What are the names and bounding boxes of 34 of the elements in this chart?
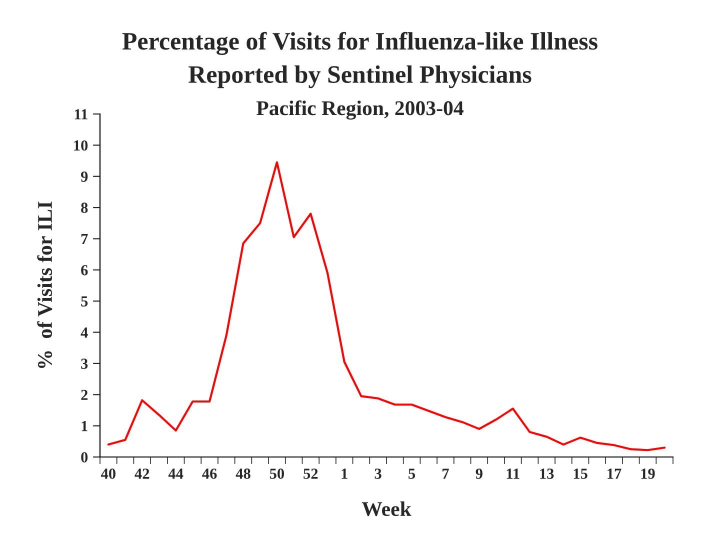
y-tick-label: 4 [80,328,88,338]
y-tick-label: 9 [80,172,88,182]
x-tick-label: 15 [574,468,588,479]
chart-title: Percentage of Visits for Influenza-like Illness Reported by Sentinel Physicians [122,32,598,88]
x-tick-label: 48 [236,468,250,479]
x-tick-label: 17 [608,468,622,479]
x-tick-label: 7 [442,468,449,479]
x-tick-label: 40 [101,468,116,479]
y-tick-label: 0 [81,452,88,462]
x-tick-label: 3 [374,468,382,479]
x-tick-label: 9 [476,468,482,479]
x-tick-label: 5 [408,468,416,479]
x-tick-label: 13 [540,468,554,479]
x-tick-label: 52 [304,468,318,479]
x-tick-label: 50 [270,468,284,479]
y-tick-label: 7 [81,234,88,244]
y-tick-label: 5 [81,296,88,307]
y-tick-label: 3 [81,358,88,369]
y-tick-label: 10 [74,140,88,151]
x-tick-label: 42 [134,468,150,479]
x-tick-label: 46 [202,468,217,479]
line-series [107,161,666,452]
x-tick-label: 1 [342,468,348,479]
y-tick-label: 11 [74,109,88,120]
x-tick-label: 19 [641,468,655,479]
chart-subtitle: Pacific Region, 2003-04 [256,100,464,120]
y-tick-label: 2 [81,390,88,400]
y-tick-label: 1 [82,421,88,432]
y-tick-label: 8 [81,202,88,213]
y-axis-title: % of Visits for ILI [37,202,52,368]
x-tick-label: 44 [168,468,184,479]
x-axis-title: Week [362,501,412,516]
y-tick-label: 6 [81,265,88,276]
x-tick-label: 11 [506,468,520,479]
